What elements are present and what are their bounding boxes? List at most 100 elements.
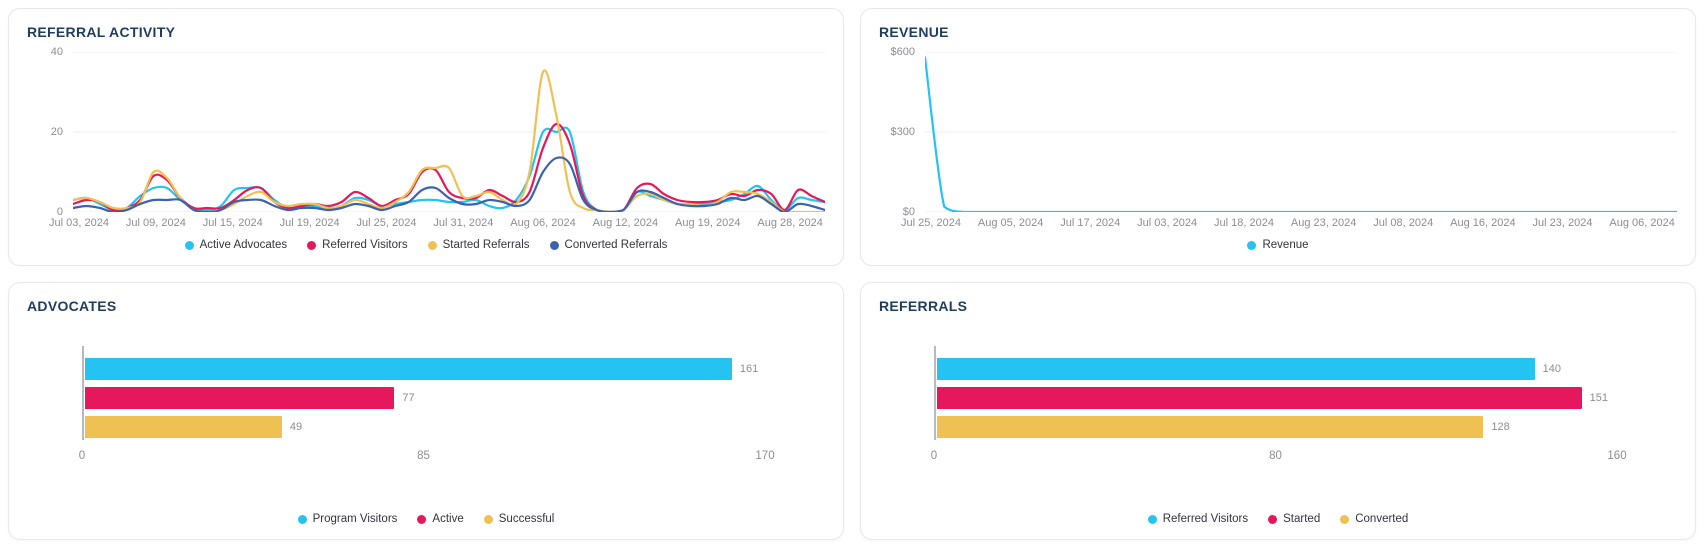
x-axis-labels: 0 80 160 [931, 450, 1627, 465]
spacer [27, 465, 825, 503]
y-tick-label: $600 [890, 46, 915, 58]
y-tick-label: $0 [902, 206, 915, 218]
legend-dot-icon [1247, 240, 1257, 250]
y-axis-labels: $0 $300 $600 [879, 46, 925, 218]
panel-title-advocates: ADVOCATES [27, 298, 117, 314]
bar-value-label: 77 [402, 392, 415, 404]
legend-item-referred-visitors[interactable]: Referred Visitors [1147, 513, 1249, 525]
bar-row-active: 77 [82, 387, 765, 409]
x-tick-label: 85 [417, 450, 430, 462]
bar-program-visitors[interactable] [85, 358, 732, 380]
line-chart-svg [73, 52, 825, 212]
legend-item-active[interactable]: Active [417, 513, 464, 525]
x-tick-label: Jul 18, 2024 [1214, 217, 1274, 229]
legend-item-revenue[interactable]: Revenue [1247, 239, 1309, 251]
x-tick-label: Jul 31, 2024 [433, 217, 494, 229]
line-chart-svg [925, 52, 1677, 212]
legend-dot-icon [1268, 514, 1278, 524]
series-line-referred-visitors [73, 124, 825, 212]
bar-row-started: 151 [934, 387, 1617, 409]
legend-item-started[interactable]: Started [1268, 513, 1320, 525]
panel-title-referral-activity: REFERRAL ACTIVITY [27, 24, 176, 40]
x-tick-label: Jul 17, 2024 [1060, 217, 1121, 229]
y-axis-line [82, 346, 84, 440]
bar-row-program-visitors: 161 [82, 358, 765, 380]
legend-item-label: Successful [498, 513, 555, 525]
legend-item-label: Started [1283, 513, 1321, 525]
bar-value-label: 140 [1542, 363, 1561, 375]
bar-row-referred-visitors: 140 [934, 358, 1617, 380]
panel-title-referrals: REFERRALS [879, 298, 968, 314]
x-tick-label: 80 [1269, 450, 1282, 462]
y-tick-label: 40 [50, 46, 63, 58]
panel-title-revenue: REVENUE [879, 24, 949, 40]
x-tick-label: Aug 23, 2024 [1290, 217, 1357, 229]
legend-item-label: Program Visitors [312, 513, 398, 525]
legend-item-label: Active [432, 513, 464, 525]
legend-dot-icon [1340, 514, 1350, 524]
spacer [879, 320, 1677, 358]
y-tick-label: 20 [50, 126, 63, 138]
plot-area[interactable] [73, 52, 825, 212]
legend-dot-icon [297, 514, 307, 524]
legend-item-label: Converted [1355, 513, 1409, 525]
legend-item-label: Referred Visitors [322, 239, 408, 251]
legend-item-label: Converted Referrals [564, 239, 668, 251]
bar-successful[interactable] [85, 416, 282, 438]
x-tick-label: Jul 03, 2024 [49, 217, 109, 229]
x-tick-label: 170 [755, 450, 775, 462]
bar-row-converted: 128 [934, 416, 1617, 438]
legend-item-label: Started Referrals [442, 239, 530, 251]
legend-dot-icon [483, 514, 493, 524]
legend-item-label: Revenue [1262, 239, 1309, 251]
spacer [27, 320, 825, 358]
x-tick-label: Jul 23, 2024 [1532, 217, 1593, 229]
advocates-bar-chart: 161 77 49 0 85 170 [27, 346, 825, 465]
legend-item-referred-visitors[interactable]: Referred Visitors [307, 239, 408, 251]
legend-revenue: Revenue [879, 239, 1677, 253]
referrals-bar-chart: 140 151 128 0 80 160 [879, 346, 1677, 465]
x-tick-label: Jul 15, 2024 [202, 217, 263, 229]
bar-plot-area: 161 77 49 [82, 346, 765, 440]
x-tick-label: Aug 19, 2024 [675, 217, 741, 229]
legend-item-program-visitors[interactable]: Program Visitors [297, 513, 398, 525]
legend-advocates: Program Visitors Active Successful [27, 513, 825, 527]
plot-area[interactable] [925, 52, 1677, 212]
revenue-line-chart: $0 $300 $600 Jul 25, 2024 Aug 05, 2024 Jul 1… [879, 46, 1677, 229]
legend-dot-icon [307, 240, 317, 250]
legend-item-active-advocates[interactable]: Active Advocates [184, 239, 288, 251]
x-tick-label: Jul 25, 2024 [901, 217, 961, 229]
x-tick-label: 0 [78, 450, 86, 462]
x-tick-label: Jul 03, 2024 [1137, 217, 1198, 229]
bar-active[interactable] [85, 387, 395, 409]
panel-referrals: REFERRALS 140 151 128 0 80 160 Referred Visi… [860, 282, 1696, 540]
legend-dot-icon [427, 240, 437, 250]
bar-referred-visitors[interactable] [937, 358, 1535, 380]
legend-item-label: Active Advocates [199, 239, 288, 251]
legend-dot-icon [417, 514, 427, 524]
legend-item-converted[interactable]: Converted [1340, 513, 1408, 525]
legend-dot-icon [184, 240, 194, 250]
x-tick-label: Jul 09, 2024 [125, 217, 186, 229]
x-tick-label: Jul 25, 2024 [356, 217, 417, 229]
x-tick-label: Aug 16, 2024 [1450, 217, 1516, 229]
bar-started[interactable] [937, 387, 1582, 409]
legend-item-converted-referrals[interactable]: Converted Referrals [549, 239, 668, 251]
x-tick-label: Jul 19, 2024 [279, 217, 340, 229]
legend-dot-icon [549, 240, 559, 250]
series-line-converted-referrals [73, 157, 825, 212]
legend-item-label: Referred Visitors [1162, 513, 1249, 525]
bar-row-successful: 49 [82, 416, 765, 438]
bar-converted[interactable] [937, 416, 1484, 438]
legend-item-started-referrals[interactable]: Started Referrals [427, 239, 530, 251]
panel-referral-activity: REFERRAL ACTIVITY 0 20 40 Jul 03, 2024 Jul … [8, 8, 844, 266]
bar-value-label: 161 [739, 363, 759, 375]
bar-value-label: 128 [1491, 421, 1510, 433]
x-axis-labels: Jul 25, 2024 Aug 05, 2024 Jul 17, 2024 Jul … [901, 217, 1675, 229]
legend-item-successful[interactable]: Successful [483, 513, 555, 525]
legend-referrals: Referred Visitors Started Converted [879, 513, 1677, 527]
x-tick-label: Aug 12, 2024 [592, 217, 659, 229]
series-line-revenue [925, 57, 1677, 212]
plot-row: 0 20 40 [27, 46, 825, 218]
